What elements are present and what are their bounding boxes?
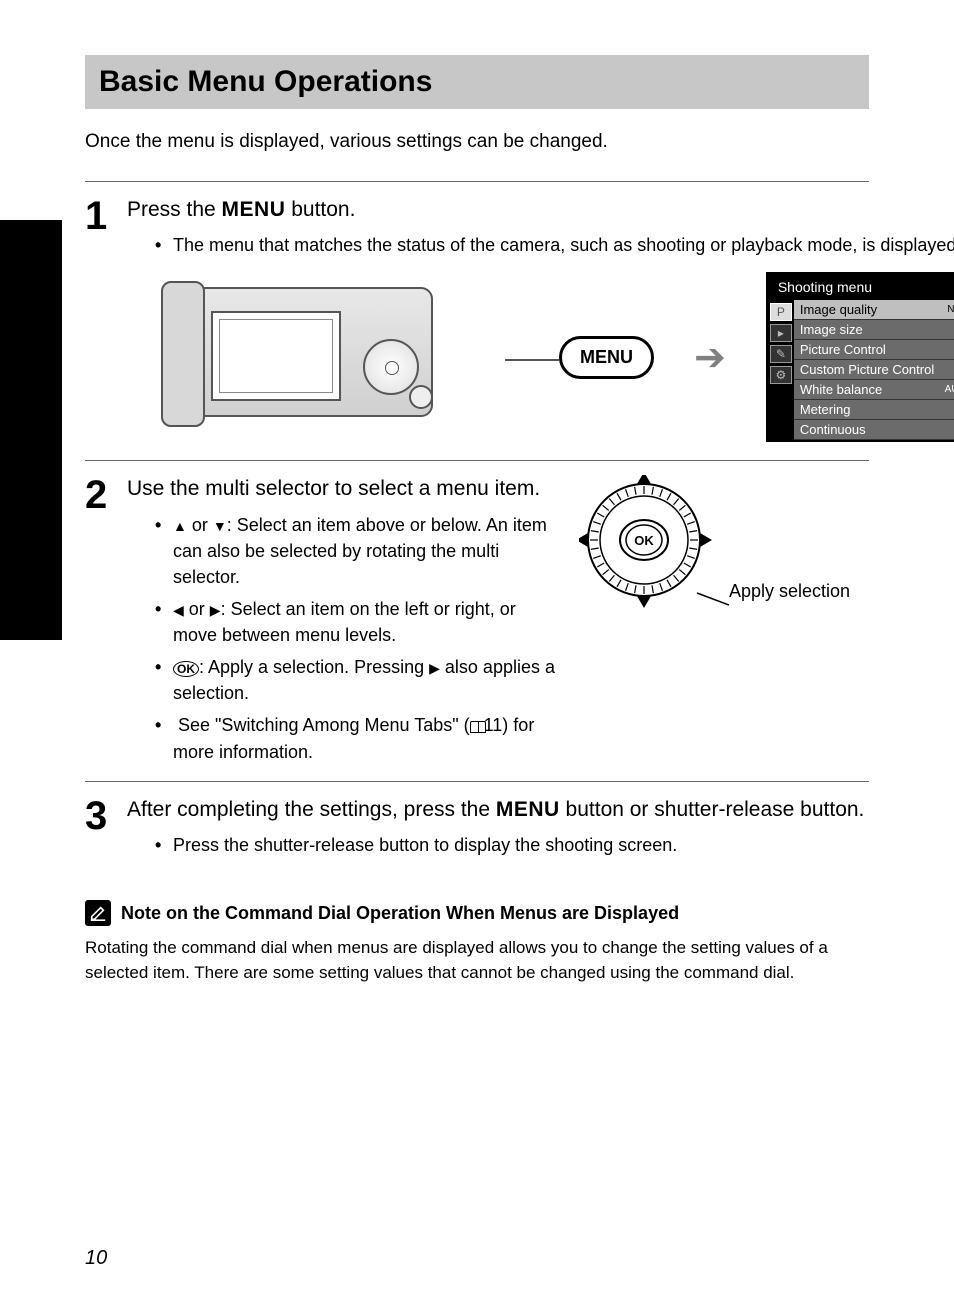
step-2-heading: Use the multi selector to select a menu … [127,475,559,503]
page-number: 10 [85,1247,107,1270]
step-2: 2 Use the multi selector to select a men… [85,475,869,770]
text: After completing the settings, press the [127,798,496,821]
step-1-heading: Press the MENU button. [127,196,954,224]
menu-item-value: AUTO1 [945,384,954,395]
menu-item-value: NORM [947,304,954,315]
step-2-bullet-1: ▲ or ▼: Select an item above or below. A… [155,512,559,590]
menu-item-label: Image size [800,322,863,337]
up-triangle-icon: ▲ [173,518,187,534]
svg-text:OK: OK [634,533,654,548]
shooting-menu-title: Shooting menu [778,279,872,295]
shooting-menu-tabs: P ▸ ✎ ⚙ [768,300,794,440]
section-title-bar: Basic Menu Operations [85,55,869,109]
callout-line [505,359,559,361]
step-2-bullet-4: See "Switching Among Menu Tabs" (11) for… [155,712,559,764]
text: : Select an item on the left or right, o… [173,599,516,645]
menu-item-label: Image quality [800,302,877,317]
shooting-menu-row: Image size18M [794,320,954,340]
step-1: 1 Press the MENU button. The menu that m… [85,196,869,450]
shooting-menu-row: White balance AUTO1 [794,380,954,400]
step-number: 2 [85,475,127,770]
right-triangle-icon: ▶ [210,602,221,618]
menu-item-label: Picture Control [800,342,886,357]
text: or [184,599,210,619]
menu-item-label: Continuous [800,422,866,437]
step-2-bullet-3: OK: Apply a selection. Pressing ▶ also a… [155,654,559,706]
manual-page-icon [470,721,486,733]
shooting-menu-row: Metering⊡ [794,400,954,420]
shooting-menu-tab: P [770,303,792,321]
step-1-illustration-row: MENU ➔ Shooting menu ▭ P▸✎⚙ Image qualit… [155,272,954,442]
step-number: 3 [85,796,127,864]
shooting-menu-row: Picture Control⧉ [794,340,954,360]
divider [85,781,869,782]
step-number: 1 [85,196,127,450]
menu-word: MENU [496,798,560,821]
shooting-menu-tab: ▸ [770,324,792,342]
text: or [187,515,213,535]
step-1-bullet: The menu that matches the status of the … [155,232,954,258]
note-section: Note on the Command Dial Operation When … [85,900,869,985]
side-tab-label: Parts of the Camera and Main Functions [42,300,58,570]
arrow-right-icon: ➔ [694,335,726,380]
apply-selection-label: Apply selection [729,581,850,602]
menu-button-callout: MENU [559,336,654,379]
step-2-bullet-2: ◀ or ▶: Select an item on the left or ri… [155,596,559,648]
shooting-menu-tab: ⚙ [770,366,792,384]
left-triangle-icon: ◀ [173,602,184,618]
multi-selector-illustration: OK Apply selection [579,475,869,770]
shooting-menu-screen: Shooting menu ▭ P▸✎⚙ Image qualityNORMIm… [766,272,954,442]
pencil-note-icon [85,900,111,926]
camera-illustration [155,277,465,437]
right-triangle-icon: ▶ [429,660,440,676]
divider [85,181,869,182]
menu-word: MENU [222,198,286,221]
text: See "Switching Among Menu Tabs" ( [178,715,470,735]
down-triangle-icon: ▼ [213,518,227,534]
step-3: 3 After completing the settings, press t… [85,796,869,864]
menu-item-label: White balance [800,382,882,397]
step-3-bullet: Press the shutter-release button to disp… [155,832,869,858]
note-body: Rotating the command dial when menus are… [85,936,869,985]
text: Press the [127,198,222,221]
shooting-menu-row: Continuous▣ [794,420,954,440]
note-title: Note on the Command Dial Operation When … [121,903,679,924]
shooting-menu-row: Image quality NORM [794,300,954,320]
text: button. [285,198,355,221]
divider [85,460,869,461]
ok-icon: OK [173,661,199,677]
menu-item-label: Metering [800,402,851,417]
shooting-menu-items: Image qualityNORMImage size18MPicture Co… [794,300,954,440]
text: button or shutter-release button. [560,798,865,821]
menu-item-label: Custom Picture Control [800,362,934,377]
step-3-heading: After completing the settings, press the… [127,796,869,824]
shooting-menu-tab: ✎ [770,345,792,363]
shooting-menu-row: Custom Picture Control–– [794,360,954,380]
intro-text: Once the menu is displayed, various sett… [85,131,869,153]
text: : Apply a selection. Pressing [199,657,429,677]
text: : Select an item above or below. An item… [173,515,547,587]
section-title: Basic Menu Operations [99,65,855,99]
